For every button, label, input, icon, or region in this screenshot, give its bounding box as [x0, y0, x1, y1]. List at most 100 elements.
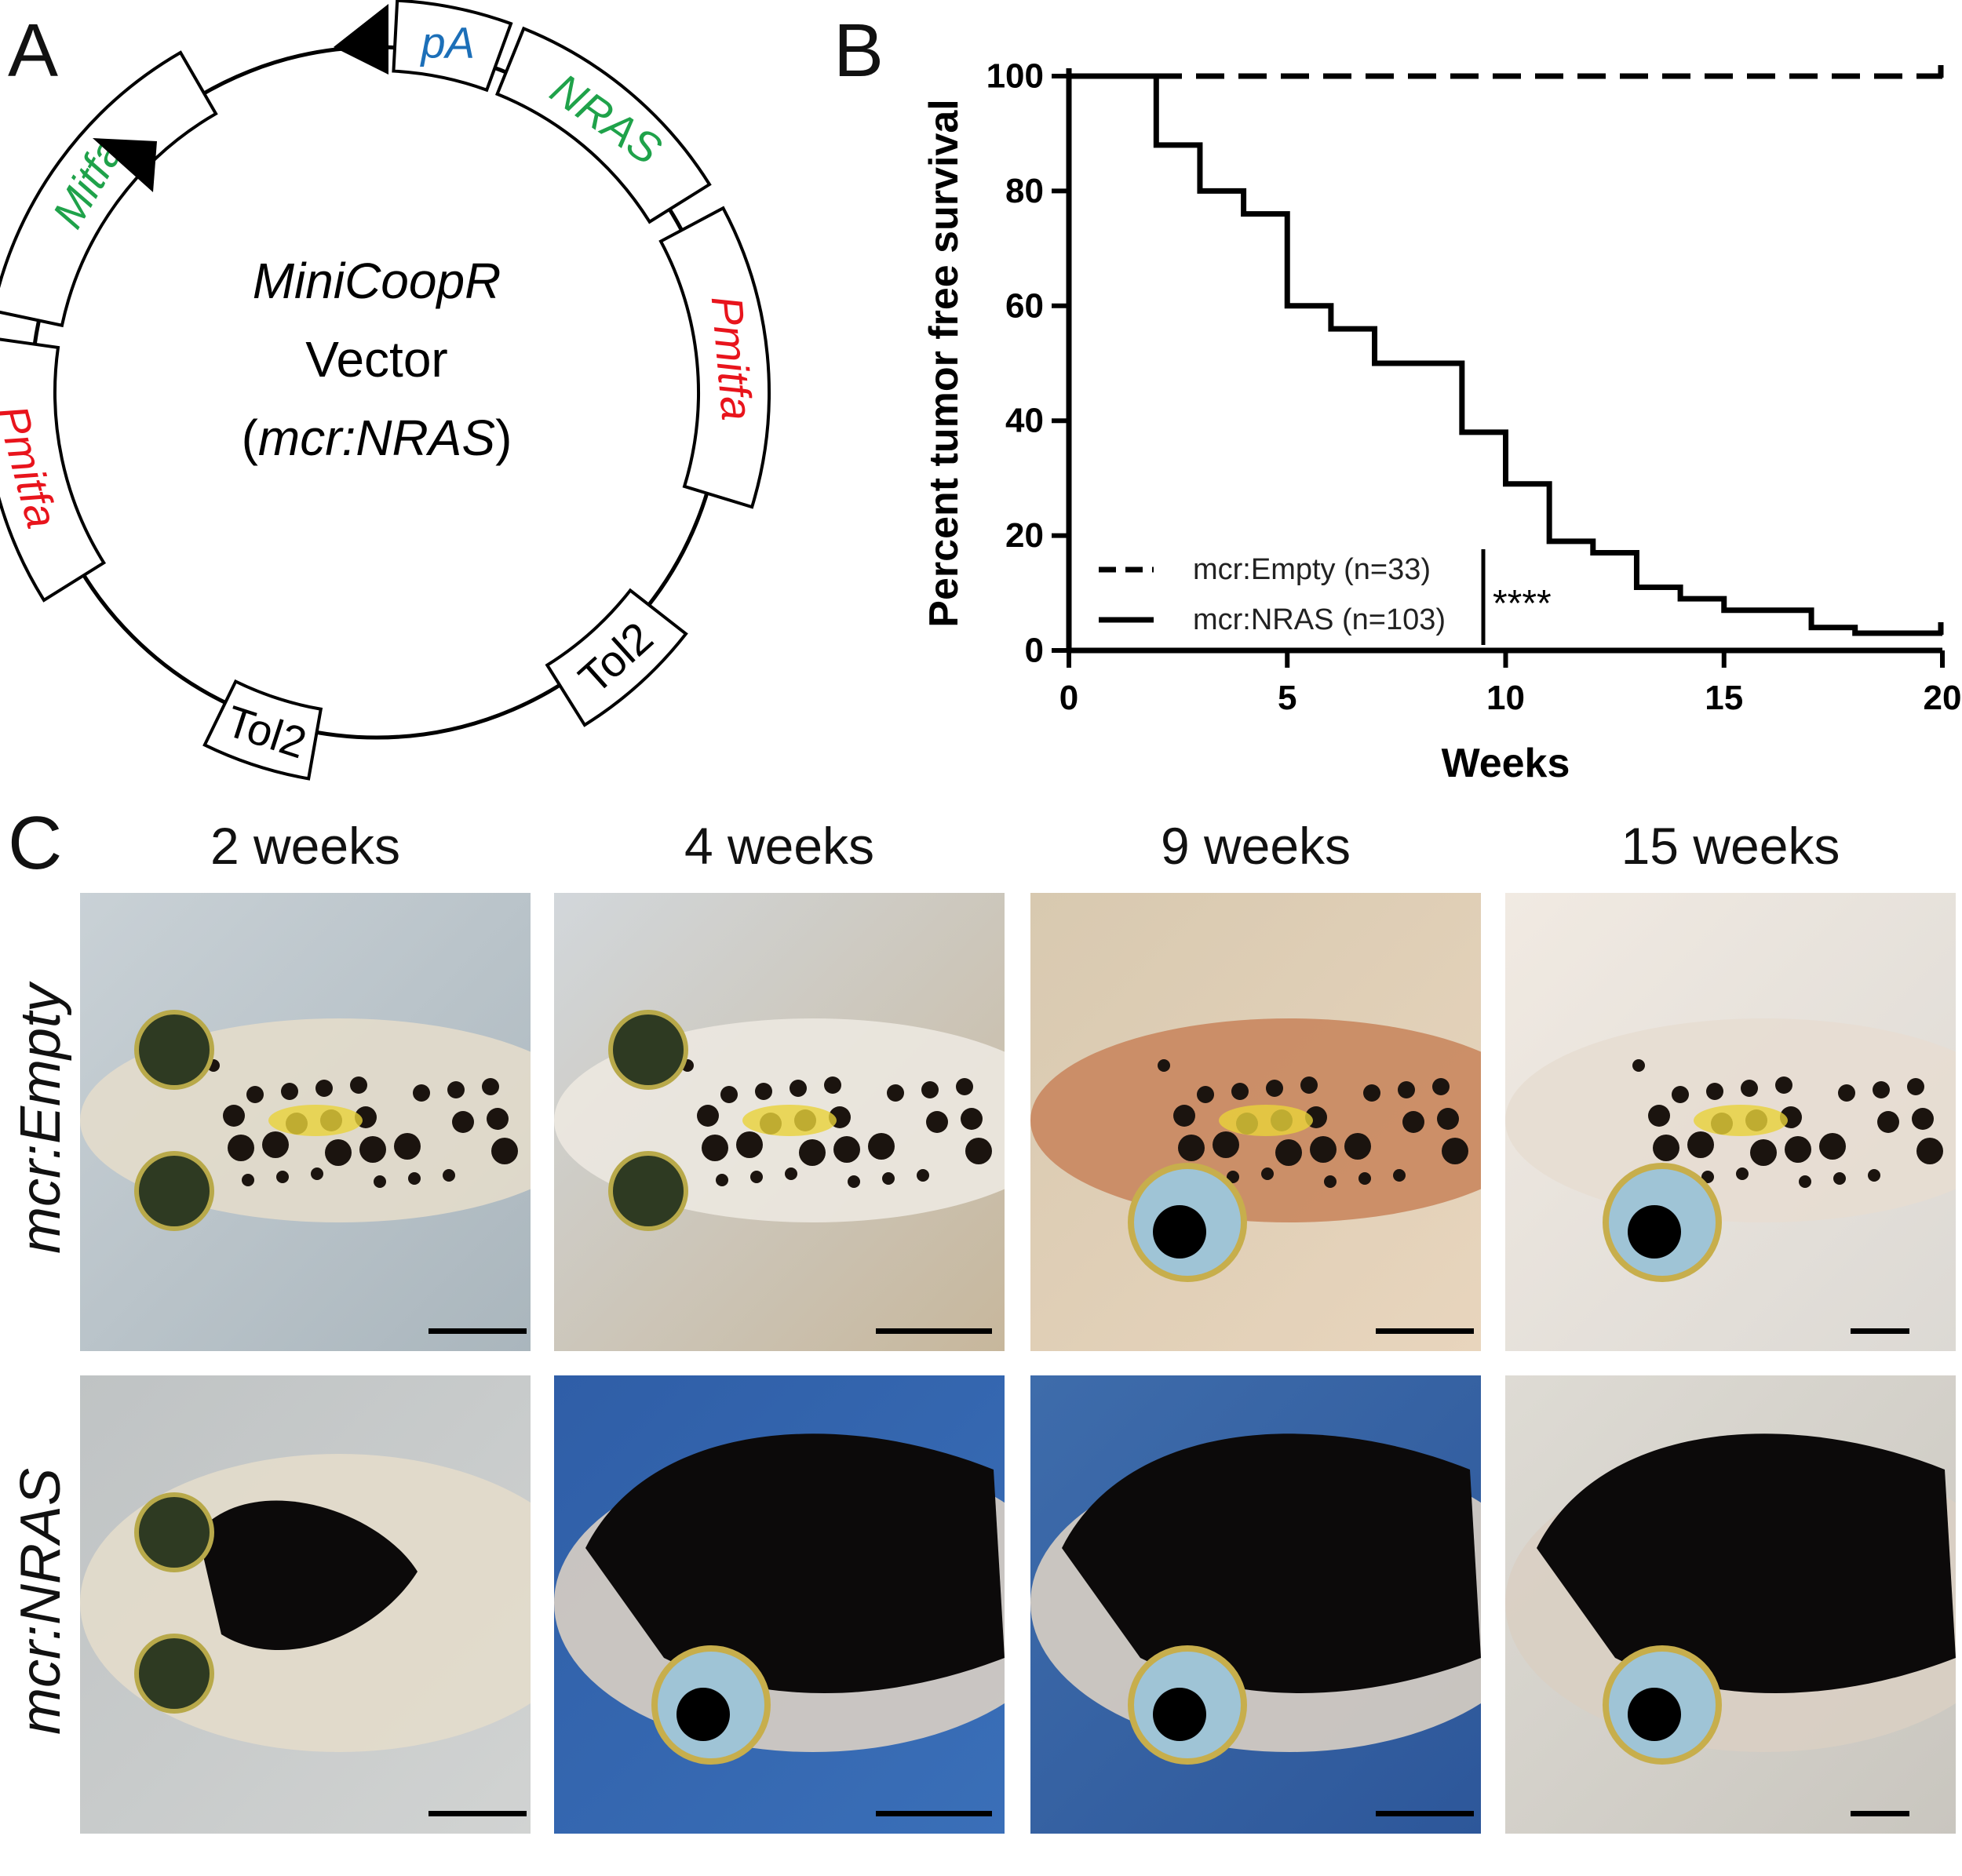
- x-tick-label: 15: [1705, 679, 1743, 717]
- fish-photo: [1505, 893, 1956, 1351]
- pigment-spot: [736, 1131, 763, 1158]
- pigment-spot: [1706, 1083, 1723, 1100]
- scale-bar: [1851, 1811, 1909, 1816]
- fish-photo: [554, 1375, 1005, 1834]
- pigment-spot: [1912, 1108, 1934, 1130]
- y-tick-label: 40: [1005, 402, 1044, 440]
- x-axis-label: Weeks: [1442, 741, 1570, 786]
- pigment-spot: [1344, 1133, 1371, 1160]
- eye: [134, 1010, 214, 1090]
- y-tick-label: 100: [986, 57, 1044, 96]
- pigment-spot: [1632, 1059, 1645, 1072]
- pigment-spot: [1432, 1078, 1450, 1095]
- segment-mitfa-box: [0, 50, 218, 328]
- segment-pmitfa-right-label: Pmitfa: [702, 294, 763, 423]
- vector-line3-italic: mcr:NRAS: [258, 410, 495, 466]
- pigment-spot: [1261, 1167, 1274, 1180]
- fish-photo: [80, 1375, 531, 1834]
- y-tick-label: 20: [1005, 516, 1044, 555]
- eye: [608, 1151, 688, 1231]
- eye: [134, 1492, 214, 1572]
- pigment-spot: [1648, 1105, 1670, 1127]
- pigment-spot: [790, 1080, 807, 1097]
- iridophore-stripe: [1219, 1105, 1313, 1136]
- pigment-spot: [262, 1131, 289, 1158]
- pigment-spot: [1310, 1136, 1337, 1163]
- pigment-spot: [1838, 1084, 1855, 1102]
- x-tick-label: 10: [1486, 679, 1525, 717]
- pigment-spot: [1750, 1139, 1777, 1166]
- pigment-spot: [1741, 1080, 1758, 1097]
- x-tick-label: 5: [1278, 679, 1296, 717]
- pigment-spot: [917, 1169, 929, 1182]
- fish-photo: [554, 893, 1005, 1351]
- row-label: mcr:NRAS: [9, 1468, 72, 1735]
- pigment-spot: [359, 1136, 386, 1163]
- pigment-spot: [325, 1139, 352, 1166]
- pigment-spot: [281, 1083, 298, 1100]
- scale-bar: [876, 1811, 992, 1816]
- pigment-spot: [1227, 1171, 1239, 1183]
- pigment-spot: [1178, 1135, 1205, 1161]
- vector-name: MiniCoopR: [253, 253, 501, 309]
- melanoma-mass: [1537, 1433, 1956, 1693]
- pigment-spot: [1197, 1086, 1214, 1103]
- pigment-spot: [868, 1133, 895, 1160]
- column-header: 4 weeks: [684, 817, 875, 875]
- pigment-spot: [1775, 1076, 1792, 1094]
- column-header: 2 weeks: [210, 817, 401, 875]
- scale-bar: [429, 1328, 527, 1334]
- legend-label: mcr:Empty (n=33): [1193, 553, 1431, 586]
- eye: [134, 1634, 214, 1714]
- site-triangle-top: [334, 4, 388, 75]
- pigment-spot: [697, 1105, 719, 1127]
- segment-pmitfa-left-box: [0, 337, 107, 603]
- pigment-spot: [350, 1076, 367, 1094]
- pigment-spot: [1398, 1081, 1415, 1098]
- pigment-spot: [408, 1172, 421, 1185]
- pigment-spot: [242, 1174, 254, 1186]
- pigment-spot: [1213, 1131, 1239, 1158]
- segment-pA-box: [392, 0, 513, 93]
- pigment-spot: [1324, 1175, 1337, 1188]
- fish-photo: [1030, 893, 1481, 1351]
- pigment-spot: [1402, 1111, 1424, 1133]
- panel-letter-b: B: [833, 9, 884, 93]
- pigment-spot: [1785, 1136, 1811, 1163]
- pigment-spot: [1158, 1059, 1170, 1072]
- pigment-spot: [447, 1081, 465, 1098]
- y-tick-label: 0: [1025, 632, 1044, 670]
- pigment-spot: [482, 1078, 499, 1095]
- pigment-spot: [1907, 1078, 1924, 1095]
- scale-bar: [1376, 1328, 1474, 1334]
- iridophore-stripe: [268, 1105, 363, 1136]
- pigment-spot: [228, 1135, 254, 1161]
- pigment-spot: [921, 1081, 939, 1098]
- iridophore-stripe: [1694, 1105, 1788, 1136]
- iridophore-stripe: [742, 1105, 837, 1136]
- fish-photo: [1505, 1375, 1956, 1834]
- pigment-spot: [956, 1078, 973, 1095]
- segment-pA-label: pA: [419, 18, 475, 67]
- pigment-spot: [824, 1076, 841, 1094]
- x-tick-label: 20: [1924, 679, 1962, 717]
- y-tick-label: 80: [1005, 172, 1044, 210]
- pigment-spot: [755, 1083, 772, 1100]
- pupil: [1628, 1688, 1681, 1741]
- pigment-spot: [246, 1086, 264, 1103]
- pigment-spot: [1687, 1131, 1714, 1158]
- chart-legend: mcr:Empty (n=33) mcr:NRAS (n=103) ****: [1099, 549, 1552, 645]
- pigment-spot: [1916, 1138, 1943, 1164]
- pigment-spot: [1653, 1135, 1679, 1161]
- pigment-spot: [452, 1111, 474, 1133]
- pigment-spot: [1736, 1167, 1749, 1180]
- pupil: [1628, 1205, 1681, 1259]
- survival-chart: 0 20 40 60 80 100 0 5 10 15 20 Weeks Percent tumor f…: [921, 57, 1962, 787]
- eye: [134, 1151, 214, 1231]
- segment-tol2-right-box: [545, 588, 688, 727]
- pigment-spot: [785, 1167, 797, 1180]
- pigment-spot: [926, 1111, 948, 1133]
- site-triangle-left: [93, 138, 157, 192]
